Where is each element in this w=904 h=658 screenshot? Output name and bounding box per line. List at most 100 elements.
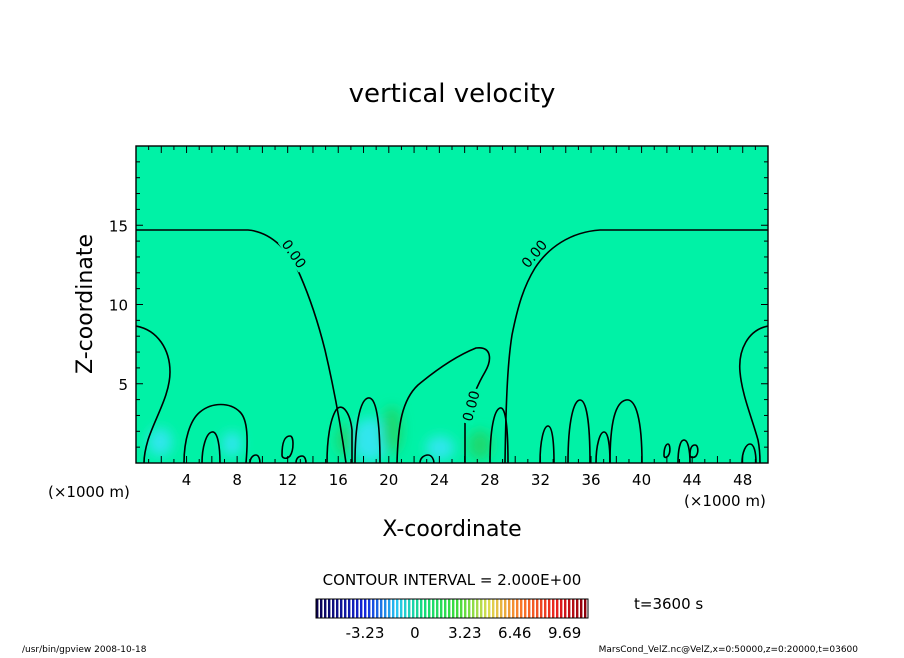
colorbar-segment [468,599,471,618]
colorbar-segment [440,599,443,618]
colorbar-segment [324,599,327,618]
colorbar-segment [380,599,383,618]
colorbar-segment [484,599,487,618]
contour-right-edge [738,325,768,463]
contour-cell [609,399,643,463]
contour-cell [326,406,353,463]
colorbar-segment [572,599,575,618]
contour-label-bg [515,234,552,273]
colorbar-segment [368,599,371,618]
colorbar-segment [352,599,355,618]
colorbar-segment [436,599,439,618]
colorbar-segment [392,599,395,618]
colorbar-segment [460,599,463,618]
patch-positive [468,430,492,460]
y-tick-labels: 5 10 15 [109,217,128,394]
colorbar-segment [464,599,467,618]
colorbar-segment [364,599,367,618]
colorbar-segment [376,599,379,618]
colorbar-segment [528,599,531,618]
colorbar-segment [520,599,523,618]
colorbar-frame [315,598,589,619]
x-tick-label: 24 [430,471,449,489]
x-tick-label: 16 [329,471,348,489]
contour-cell [249,454,261,463]
colorbar-segment [424,599,427,618]
colorbar-segment [516,599,519,618]
contour-center [396,347,491,463]
colorbar [316,599,587,618]
colorbar-segment [580,599,583,618]
y-axis-label: Z-coordinate [73,234,98,374]
colorbar-segment [448,599,451,618]
colorbar-segment [388,599,391,618]
contour-cell [201,431,221,463]
contour-cell [663,443,671,459]
colorbar-segment [500,599,503,618]
colorbar-segment [336,599,339,618]
time-label: t=3600 s [634,595,703,613]
contour-left-edge [136,325,171,463]
colorbar-segment [480,599,483,618]
colorbar-segment [456,599,459,618]
colorbar-tick-label: 9.69 [548,624,581,642]
colorbar-segment [428,599,431,618]
colorbar-segment [384,599,387,618]
colorbar-segment [504,599,507,618]
colorbar-segment [508,599,511,618]
x-tick-label: 20 [379,471,398,489]
contour-cell [419,454,435,463]
colorbar-segment [400,599,403,618]
colorbar-segment [404,599,407,618]
colorbar-segment [576,599,579,618]
x-tick-label: 32 [531,471,550,489]
x-tick-labels: 4 8 12 16 20 24 28 32 36 40 44 48 [182,471,752,489]
x-unit-right: (×1000 m) [684,492,766,510]
colorbar-segment [524,599,527,618]
y-tick-label: 15 [109,217,128,235]
contour-right-upper [504,229,768,463]
colorbar-segment [332,599,335,618]
colorbar-tick-labels: -3.23 0 3.23 6.46 9.69 [346,624,582,642]
y-tick-label: 5 [118,376,128,394]
colorbar-segment [584,599,587,618]
colorbar-segment [412,599,415,618]
x-tick-label: 48 [733,471,752,489]
contour-lines [136,229,768,463]
colorbar-segment [432,599,435,618]
contour-cell [354,397,381,463]
plot-field [136,146,768,463]
colorbar-segment [328,599,331,618]
colorbar-segment [344,599,347,618]
colorbar-segment [408,599,411,618]
colorbar-segment [556,599,559,618]
colorbar-segment [340,599,343,618]
colorbar-segment [496,599,499,618]
colorbar-segment [316,599,319,618]
x-tick-label: 44 [683,471,702,489]
colorbar-segment [552,599,555,618]
colorbar-segment [348,599,351,618]
colorbar-segment [420,599,423,618]
footer-right: MarsCond_VelZ.nc@VelZ,x=0:50000,z=0:2000… [599,645,859,654]
colorbar-segment [492,599,495,618]
contour-cell [295,455,307,463]
contour-cell [183,403,248,463]
axis-ticks [135,145,769,464]
colorbar-segment [476,599,479,618]
colorbar-segment [568,599,571,618]
colorbar-tick-label: 6.46 [498,624,531,642]
x-tick-label: 28 [480,471,499,489]
contour-left-upper [136,229,347,463]
colorbar-segment [548,599,551,618]
colorbar-segment [320,599,323,618]
contour-cell [281,435,294,460]
colorbar-segment [512,599,515,618]
patch-negative [222,432,242,456]
colorbar-tick-label: 3.23 [448,624,481,642]
contour-interval-label: CONTOUR INTERVAL = 2.000E+00 [323,571,582,589]
colorbar-segment [452,599,455,618]
contour-cell [489,407,509,463]
colorbar-segment [544,599,547,618]
colorbar-segment [564,599,567,618]
